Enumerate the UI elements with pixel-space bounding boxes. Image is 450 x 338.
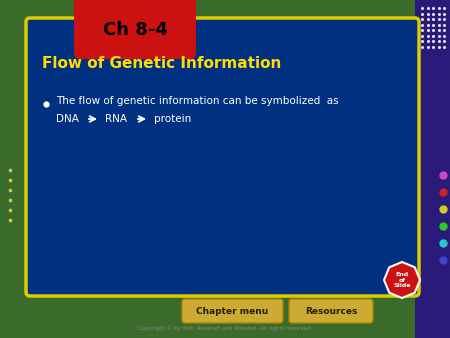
Text: Ch 8-4: Ch 8-4 — [103, 21, 167, 39]
Text: The flow of genetic information can be symbolized  as: The flow of genetic information can be s… — [56, 96, 338, 106]
FancyBboxPatch shape — [289, 299, 373, 323]
FancyBboxPatch shape — [26, 18, 419, 296]
FancyBboxPatch shape — [182, 299, 283, 323]
Text: Copyright © by Holt, Rinehart and Winston. All rights reserved.: Copyright © by Holt, Rinehart and Winsto… — [138, 325, 312, 331]
FancyBboxPatch shape — [74, 0, 196, 59]
Text: Chapter menu: Chapter menu — [196, 307, 269, 315]
Text: protein: protein — [154, 114, 191, 124]
Text: End
of
Slide: End of Slide — [393, 272, 411, 288]
Text: Flow of Genetic Information: Flow of Genetic Information — [42, 56, 281, 72]
FancyBboxPatch shape — [415, 0, 450, 338]
Text: Resources: Resources — [305, 307, 357, 315]
Text: RNA: RNA — [105, 114, 127, 124]
Text: DNA: DNA — [56, 114, 79, 124]
